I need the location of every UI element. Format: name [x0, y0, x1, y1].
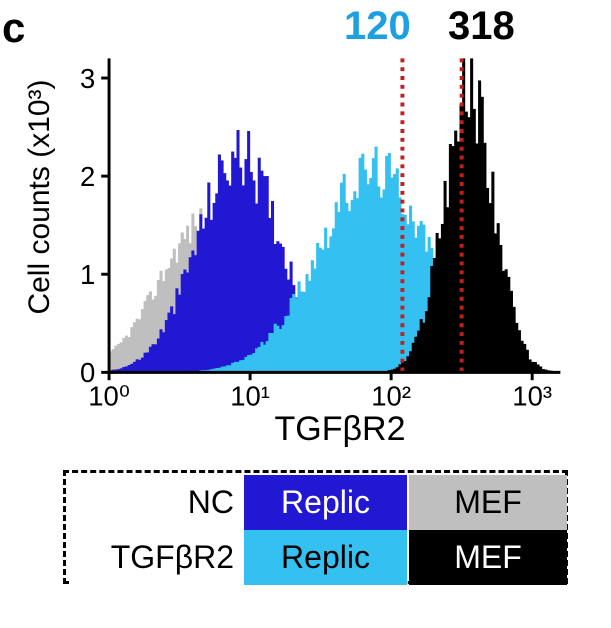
legend-cell-NC: NC [70, 475, 242, 530]
annotation-120: 120 [344, 4, 411, 49]
ytick-label: 3 [80, 63, 95, 94]
ytick-label: 1 [80, 259, 95, 290]
xtick-label: 10³ [512, 381, 552, 412]
xtick-label: 10² [371, 381, 411, 412]
xtick-label: 10¹ [230, 381, 270, 412]
legend-cell-Replic: Replic [244, 530, 407, 585]
legend-box: NCReplicMEF TGFβR2ReplicMEF [63, 470, 568, 584]
chart-svg: 012310⁰10¹10²10³ [60, 45, 580, 425]
legend-cell-Replic: Replic [244, 475, 407, 530]
ytick-label: 2 [80, 161, 95, 192]
panel-label: c [2, 4, 25, 52]
legend-cell-TGFR2: TGFβR2 [70, 530, 242, 585]
xtick-label: 10⁰ [88, 381, 130, 412]
histogram-chart: 012310⁰10¹10²10³ [110, 55, 570, 375]
legend-cell-MEF: MEF [409, 475, 567, 530]
annotation-318: 318 [448, 4, 515, 49]
y-axis-label: Cell counts (x10³) [23, 47, 57, 347]
legend-cell-MEF: MEF [409, 530, 567, 585]
x-axis-label: TGFβR2 [110, 410, 570, 449]
